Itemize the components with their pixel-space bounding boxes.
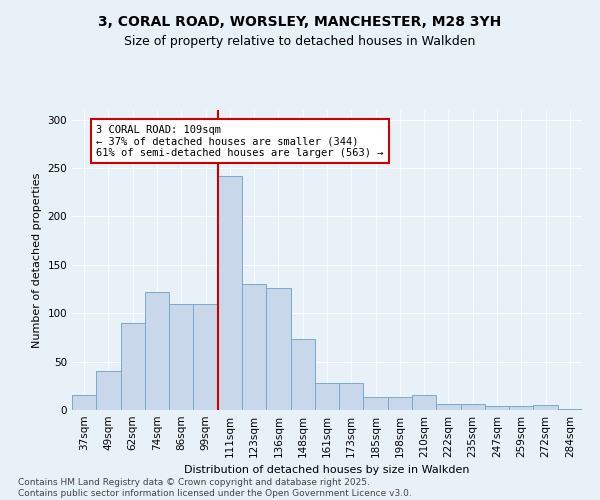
Bar: [364, 398, 388, 410]
Bar: [485, 406, 509, 410]
Bar: [412, 394, 436, 410]
Bar: [509, 406, 533, 410]
Bar: [339, 383, 364, 410]
X-axis label: Distribution of detached houses by size in Walkden: Distribution of detached houses by size …: [184, 466, 470, 475]
Bar: [266, 288, 290, 410]
Bar: [145, 292, 169, 410]
Bar: [533, 405, 558, 410]
Text: Size of property relative to detached houses in Walkden: Size of property relative to detached ho…: [124, 35, 476, 48]
Bar: [96, 372, 121, 410]
Bar: [72, 394, 96, 410]
Bar: [290, 340, 315, 410]
Bar: [121, 323, 145, 410]
Bar: [388, 398, 412, 410]
Bar: [436, 404, 461, 410]
Bar: [558, 409, 582, 410]
Bar: [461, 404, 485, 410]
Text: Contains HM Land Registry data © Crown copyright and database right 2025.
Contai: Contains HM Land Registry data © Crown c…: [18, 478, 412, 498]
Bar: [169, 304, 193, 410]
Bar: [218, 176, 242, 410]
Text: 3, CORAL ROAD, WORSLEY, MANCHESTER, M28 3YH: 3, CORAL ROAD, WORSLEY, MANCHESTER, M28 …: [98, 15, 502, 29]
Bar: [193, 304, 218, 410]
Text: 3 CORAL ROAD: 109sqm
← 37% of detached houses are smaller (344)
61% of semi-deta: 3 CORAL ROAD: 109sqm ← 37% of detached h…: [96, 124, 384, 158]
Bar: [315, 383, 339, 410]
Y-axis label: Number of detached properties: Number of detached properties: [32, 172, 42, 348]
Bar: [242, 284, 266, 410]
